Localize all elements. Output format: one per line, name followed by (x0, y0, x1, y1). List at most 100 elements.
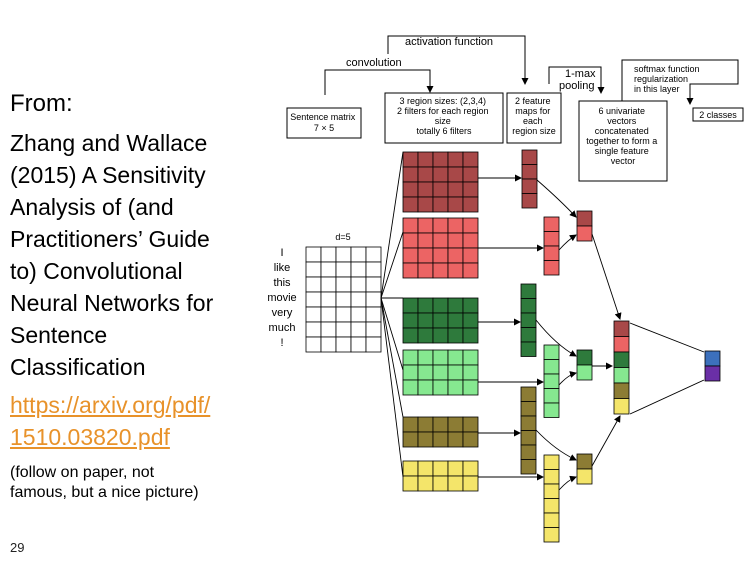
fan-line (380, 231, 404, 299)
filter-region4-a-cell (402, 151, 419, 168)
pool-arrow (558, 475, 577, 491)
feature-map-region4-b-cell (543, 245, 560, 261)
link-line[interactable]: https://arxiv.org/pdf/ (10, 392, 211, 418)
feature-map-region3-b-cell (543, 359, 560, 375)
sentence-cell-grid-cell (305, 291, 322, 308)
feature-map-region4-a-cell (521, 149, 538, 165)
sentence-cell-grid-cell (365, 291, 382, 308)
filter-region4-b-cell (417, 262, 434, 279)
pool-arrow (558, 371, 577, 386)
region-sizes-box (384, 92, 504, 144)
feature-map-region2-b-cell (543, 483, 560, 499)
feature-map-region3-b-cell (543, 344, 560, 360)
sentence-cell-grid-cell (320, 306, 337, 323)
pooled-region2-cell (576, 468, 593, 485)
filter-region3-a (402, 297, 479, 344)
note-line: famous, but a nice picture) (10, 484, 199, 501)
filter-region4-a (402, 151, 479, 213)
link-line[interactable]: 1510.03820.pdf (10, 424, 170, 450)
filter-region4-a-cell (417, 166, 434, 183)
filter-region4-a-cell (402, 181, 419, 198)
classes-label: 2 classes (699, 110, 737, 120)
sentence-cell-grid-cell (365, 306, 382, 323)
filter-region2-a-cell (462, 431, 479, 448)
sentence-cell-grid-cell (335, 321, 352, 338)
feature-map-region3-b (543, 344, 560, 418)
filter-region2-b-cell (447, 460, 464, 477)
sentence-cell-grid-cell (350, 261, 367, 278)
word-label: I (280, 247, 283, 259)
output-class-cell (704, 350, 721, 367)
concatenated-cell (613, 351, 630, 368)
filter-region3-a-cell (417, 297, 434, 314)
concatenated-cell (613, 382, 630, 399)
filter-region2-b-cell (402, 475, 419, 492)
output-line (629, 379, 705, 415)
filter-region3-a-cell (402, 297, 419, 314)
filter-region3-a-cell (462, 297, 479, 314)
sentence-cell-grid-cell (365, 246, 382, 263)
filter-region2-b-cell (402, 460, 419, 477)
page-number: 29 (10, 540, 25, 555)
sentence-matrix-label: Sentence matrix 7 × 5 (290, 112, 358, 133)
max-pooling-line: pooling (559, 80, 594, 92)
filter-region2-a-cell (432, 416, 449, 433)
word-label: much (269, 322, 296, 334)
feature-map-region3-b-cell (543, 402, 560, 418)
feature-maps-label: 2 feature maps for each region size (512, 96, 556, 136)
output-classes (704, 350, 721, 382)
feature-map-region2-b-cell (543, 454, 560, 470)
sentence-cell-grid-cell (365, 321, 382, 338)
feature-map-region3-a-cell (520, 283, 537, 299)
filter-region2-a-cell (432, 431, 449, 448)
sentence-cell-grid-cell (305, 276, 322, 293)
filter-region4-a-cell (432, 196, 449, 213)
filter-region3-a-cell (417, 327, 434, 344)
filter-region2-b-cell (432, 475, 449, 492)
top-connectors (324, 35, 739, 110)
filter-region2-a-cell (447, 431, 464, 448)
pooled-region3-cell (576, 349, 593, 366)
pooling-connector (548, 66, 605, 94)
filter-region3-b-cell (447, 349, 464, 366)
feature-map-region2-b (543, 454, 560, 543)
feature-map-region2-b-cell (543, 527, 560, 543)
sentence-matrix-grid (305, 246, 382, 353)
filter-region3-b-cell (447, 364, 464, 381)
paper-link[interactable]: https://arxiv.org/pdf/ 1510.03820.pdf (10, 389, 255, 453)
filter-region3-a-cell (462, 327, 479, 344)
filter-region3-a-cell (432, 312, 449, 329)
feature-map-region4-a-cell (521, 164, 538, 180)
filter-region4-a-cell (462, 166, 479, 183)
feature-map-region3-a (520, 283, 537, 357)
sentence-cell-grid-cell (335, 336, 352, 353)
sentence-cell-grid-cell (365, 276, 382, 293)
softmax-connector (621, 59, 739, 110)
filter-region3-a-cell (402, 327, 419, 344)
activation-label: activation function (405, 36, 493, 48)
filter-region4-b-cell (447, 217, 464, 234)
sentence-cell-grid-cell (350, 336, 367, 353)
filters (402, 149, 721, 543)
filter-region2-a-cell (417, 431, 434, 448)
region-sizes-label: 3 region sizes: (2,3,4) 2 filters for ea… (397, 96, 491, 136)
citation-line: Practitioners’ Guide (10, 226, 210, 252)
note-line: (follow on paper, not (10, 464, 155, 481)
filter-region4-b-cell (432, 247, 449, 264)
filter-region4-b-cell (402, 217, 419, 234)
sentence-cell-grid-cell (320, 336, 337, 353)
max-pooling-label: 1-max pooling (559, 68, 599, 92)
filter-region4-a-cell (462, 196, 479, 213)
sentence-cell-grid-cell (335, 291, 352, 308)
filter-region3-b-cell (432, 379, 449, 396)
feature-map-region4-b-cell (543, 260, 560, 276)
word-label: ! (280, 337, 283, 349)
filter-region3-b-cell (417, 364, 434, 381)
sentence-cell-grid-cell (365, 336, 382, 353)
concatenated-cell (613, 336, 630, 353)
citation-line: (2015) A Sensitivity (10, 162, 206, 188)
max-pooling-line: 1-max (565, 68, 596, 80)
filter-region3-a-cell (417, 312, 434, 329)
softmax-line: regularization (634, 74, 688, 84)
